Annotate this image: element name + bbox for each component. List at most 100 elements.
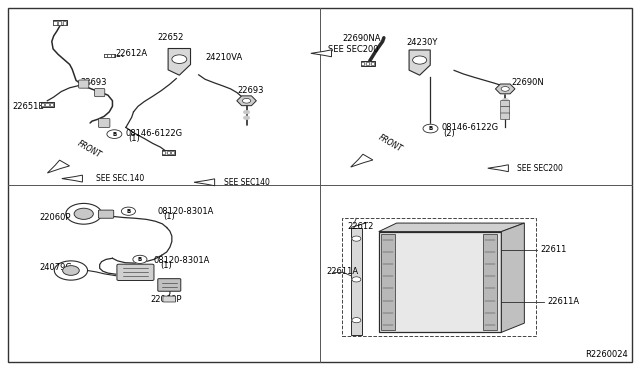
- Text: (1): (1): [164, 212, 175, 221]
- Circle shape: [172, 55, 187, 64]
- Text: 08120-8301A: 08120-8301A: [154, 256, 211, 264]
- Bar: [45, 103, 49, 106]
- Polygon shape: [62, 175, 83, 182]
- Bar: [58, 21, 61, 25]
- Bar: [53, 20, 67, 25]
- Polygon shape: [47, 160, 70, 173]
- Text: 22690N: 22690N: [511, 78, 545, 87]
- FancyBboxPatch shape: [117, 264, 154, 280]
- Bar: [371, 62, 374, 65]
- Text: B: B: [126, 209, 131, 214]
- Circle shape: [243, 116, 250, 120]
- Polygon shape: [237, 96, 257, 106]
- Bar: [361, 61, 375, 66]
- Bar: [108, 54, 111, 57]
- Polygon shape: [168, 48, 191, 75]
- Bar: [342, 218, 536, 336]
- Polygon shape: [194, 179, 214, 186]
- Text: SEE SEC140: SEE SEC140: [224, 178, 270, 187]
- Text: 22611A: 22611A: [547, 297, 579, 306]
- Text: B: B: [138, 257, 142, 262]
- Text: 08120-8301A: 08120-8301A: [157, 207, 214, 216]
- FancyBboxPatch shape: [500, 113, 509, 120]
- Polygon shape: [379, 223, 524, 232]
- FancyBboxPatch shape: [500, 107, 509, 113]
- Circle shape: [54, 261, 88, 280]
- Circle shape: [133, 255, 147, 263]
- Text: 24230Y: 24230Y: [406, 38, 438, 47]
- Text: 24079G: 24079G: [39, 263, 72, 272]
- Polygon shape: [311, 50, 332, 57]
- Text: 22693: 22693: [237, 86, 264, 95]
- Bar: [63, 21, 66, 25]
- Circle shape: [107, 130, 122, 138]
- Text: B: B: [112, 132, 116, 137]
- Polygon shape: [495, 84, 515, 94]
- Bar: [381, 234, 395, 330]
- Text: 22690NA: 22690NA: [342, 34, 381, 44]
- Bar: [111, 54, 115, 57]
- Text: 22611: 22611: [540, 245, 566, 254]
- Text: B: B: [428, 126, 433, 131]
- Circle shape: [501, 87, 509, 91]
- Circle shape: [352, 277, 361, 282]
- Bar: [366, 62, 369, 65]
- FancyBboxPatch shape: [163, 296, 175, 302]
- Text: 22612: 22612: [348, 222, 374, 231]
- FancyBboxPatch shape: [99, 119, 110, 128]
- Text: FRONT: FRONT: [377, 132, 404, 153]
- Text: SEE SEC.140: SEE SEC.140: [97, 174, 145, 183]
- Text: 08146-6122G: 08146-6122G: [125, 128, 182, 138]
- Circle shape: [502, 104, 508, 108]
- Text: 22611A: 22611A: [326, 267, 358, 276]
- Text: 22060P: 22060P: [151, 295, 182, 304]
- Polygon shape: [488, 165, 508, 171]
- Bar: [40, 102, 54, 107]
- FancyBboxPatch shape: [79, 80, 89, 88]
- Text: 22693: 22693: [81, 78, 107, 87]
- FancyBboxPatch shape: [95, 89, 105, 97]
- Bar: [41, 103, 44, 106]
- Circle shape: [502, 98, 508, 102]
- Bar: [172, 151, 175, 154]
- Bar: [379, 232, 501, 333]
- Circle shape: [74, 208, 93, 219]
- Circle shape: [352, 236, 361, 241]
- Circle shape: [122, 207, 136, 215]
- Circle shape: [352, 318, 361, 323]
- Text: SEE SEC200: SEE SEC200: [516, 164, 563, 173]
- Text: (1): (1): [129, 134, 140, 143]
- Bar: [53, 21, 56, 25]
- Bar: [167, 151, 170, 154]
- Text: 24210VA: 24210VA: [205, 52, 243, 61]
- Text: FRONT: FRONT: [76, 139, 102, 160]
- FancyBboxPatch shape: [99, 210, 114, 218]
- Circle shape: [66, 203, 102, 224]
- Polygon shape: [351, 228, 362, 335]
- Text: (2): (2): [444, 128, 455, 138]
- Circle shape: [63, 266, 79, 275]
- Text: SEE SEC200: SEE SEC200: [328, 45, 378, 54]
- Circle shape: [243, 110, 250, 114]
- Bar: [162, 150, 175, 155]
- Text: 22652: 22652: [157, 33, 184, 42]
- FancyBboxPatch shape: [500, 100, 509, 107]
- Text: 08146-6122G: 08146-6122G: [442, 123, 499, 132]
- Circle shape: [243, 98, 251, 103]
- Polygon shape: [351, 222, 368, 228]
- Bar: [361, 62, 364, 65]
- Bar: [104, 54, 115, 58]
- Bar: [104, 54, 107, 57]
- Text: 22612A: 22612A: [116, 49, 148, 58]
- Polygon shape: [501, 223, 524, 333]
- Text: 22060P: 22060P: [39, 213, 70, 222]
- Text: 22651E: 22651E: [12, 102, 44, 111]
- FancyBboxPatch shape: [158, 279, 180, 291]
- Bar: [162, 151, 165, 154]
- Text: (1): (1): [161, 261, 172, 270]
- Polygon shape: [351, 154, 373, 167]
- Circle shape: [413, 56, 427, 64]
- Polygon shape: [409, 50, 430, 75]
- Text: R2260024: R2260024: [585, 350, 628, 359]
- Circle shape: [423, 124, 438, 133]
